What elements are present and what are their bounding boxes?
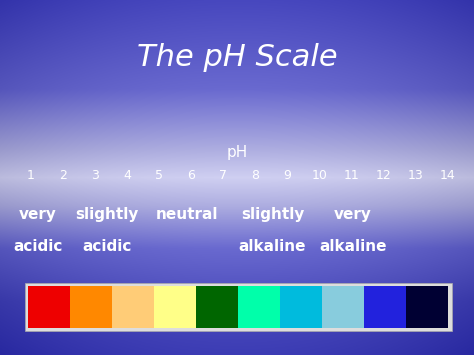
Text: The pH Scale: The pH Scale <box>137 43 337 72</box>
Text: 7: 7 <box>219 169 228 182</box>
Text: acidic: acidic <box>82 239 131 254</box>
Text: acidic: acidic <box>13 239 63 254</box>
Text: 8: 8 <box>251 169 259 182</box>
Text: 3: 3 <box>91 169 99 182</box>
Bar <box>364 286 406 328</box>
Text: 2: 2 <box>59 169 67 182</box>
Text: slightly: slightly <box>75 207 138 222</box>
Text: slightly: slightly <box>241 207 304 222</box>
Text: alkaline: alkaline <box>319 239 387 254</box>
Text: 10: 10 <box>311 169 328 182</box>
Text: 9: 9 <box>283 169 292 182</box>
Bar <box>28 286 70 328</box>
Bar <box>280 286 322 328</box>
Bar <box>25 283 452 331</box>
Text: very: very <box>19 207 57 222</box>
Text: 4: 4 <box>123 169 131 182</box>
Bar <box>322 286 364 328</box>
Text: neutral: neutral <box>156 207 219 222</box>
Text: alkaline: alkaline <box>239 239 306 254</box>
Bar <box>112 286 155 328</box>
Text: 13: 13 <box>408 169 424 182</box>
Bar <box>406 286 448 328</box>
Bar <box>154 286 196 328</box>
Bar <box>196 286 238 328</box>
Text: 6: 6 <box>187 169 195 182</box>
Text: pH: pH <box>227 145 247 160</box>
Bar <box>70 286 112 328</box>
Text: very: very <box>334 207 372 222</box>
Text: 14: 14 <box>440 169 456 182</box>
Bar <box>238 286 280 328</box>
Text: 5: 5 <box>155 169 163 182</box>
Text: 1: 1 <box>27 169 35 182</box>
Text: 11: 11 <box>344 169 360 182</box>
Text: 12: 12 <box>376 169 392 182</box>
